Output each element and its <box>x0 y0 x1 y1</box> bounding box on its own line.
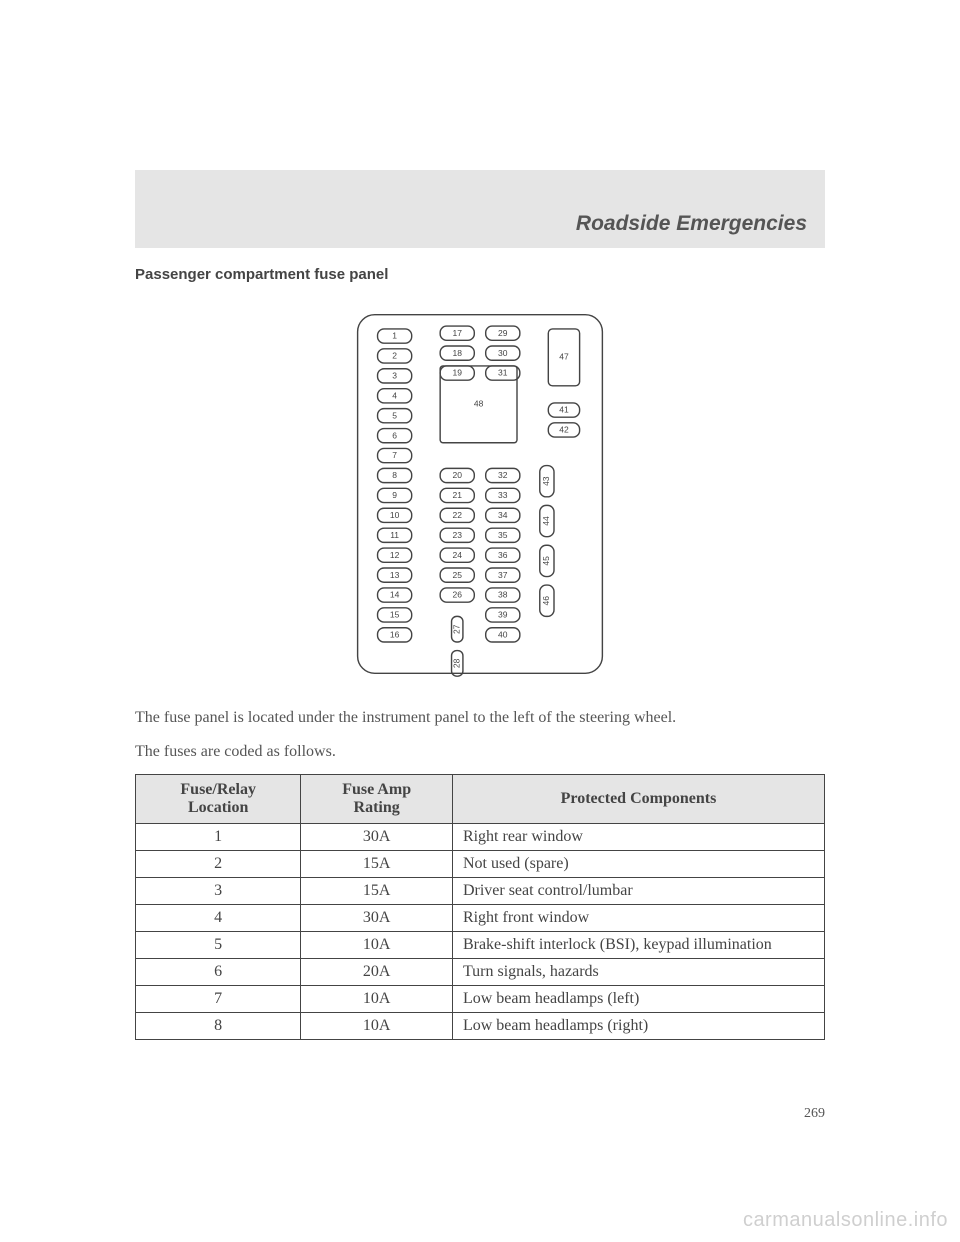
svg-text:39: 39 <box>498 610 508 620</box>
svg-text:26: 26 <box>452 590 462 600</box>
svg-text:25: 25 <box>452 570 462 580</box>
svg-text:44: 44 <box>541 516 551 526</box>
svg-text:38: 38 <box>498 590 508 600</box>
cell-amp: 15A <box>301 851 453 878</box>
cell-amp: 10A <box>301 986 453 1013</box>
svg-text:9: 9 <box>392 490 397 500</box>
svg-text:7: 7 <box>392 450 397 460</box>
table-row: 620ATurn signals, hazards <box>136 959 825 986</box>
svg-text:13: 13 <box>390 570 400 580</box>
svg-text:3: 3 <box>392 371 397 381</box>
section-title: Roadside Emergencies <box>576 212 807 236</box>
svg-text:18: 18 <box>452 348 462 358</box>
cell-amp: 30A <box>301 905 453 932</box>
cell-component: Right front window <box>452 905 824 932</box>
paragraph-location: The fuse panel is located under the inst… <box>135 707 825 729</box>
svg-text:21: 21 <box>452 490 462 500</box>
cell-amp: 30A <box>301 824 453 851</box>
section-header-band: Roadside Emergencies <box>135 170 825 248</box>
svg-text:15: 15 <box>390 610 400 620</box>
table-row: 315ADriver seat control/lumbar <box>136 878 825 905</box>
fuse-table: Fuse/Relay Location Fuse Amp Rating Prot… <box>135 774 825 1040</box>
cell-location: 1 <box>136 824 301 851</box>
svg-text:48: 48 <box>474 399 484 409</box>
svg-text:40: 40 <box>498 630 508 640</box>
subheading: Passenger compartment fuse panel <box>135 266 825 283</box>
svg-text:30: 30 <box>498 348 508 358</box>
svg-text:37: 37 <box>498 570 508 580</box>
svg-text:27: 27 <box>451 624 461 634</box>
page-number: 269 <box>804 1106 825 1122</box>
svg-text:46: 46 <box>541 596 551 606</box>
cell-component: Turn signals, hazards <box>452 959 824 986</box>
svg-text:47: 47 <box>559 352 569 362</box>
cell-location: 6 <box>136 959 301 986</box>
fuse-table-body: 130ARight rear window215ANot used (spare… <box>136 824 825 1040</box>
cell-location: 3 <box>136 878 301 905</box>
svg-text:6: 6 <box>392 430 397 440</box>
cell-location: 5 <box>136 932 301 959</box>
cell-location: 7 <box>136 986 301 1013</box>
cell-location: 4 <box>136 905 301 932</box>
fuse-panel-diagram: 1234567891011121314151617181929303148474… <box>135 309 825 679</box>
svg-text:16: 16 <box>390 630 400 640</box>
cell-amp: 10A <box>301 932 453 959</box>
svg-text:14: 14 <box>390 590 400 600</box>
svg-text:35: 35 <box>498 530 508 540</box>
cell-location: 2 <box>136 851 301 878</box>
paragraph-coding: The fuses are coded as follows. <box>135 741 825 763</box>
cell-amp: 10A <box>301 1013 453 1040</box>
svg-text:31: 31 <box>498 368 508 378</box>
svg-text:34: 34 <box>498 510 508 520</box>
svg-text:19: 19 <box>452 368 462 378</box>
watermark: carmanualsonline.info <box>743 1209 948 1232</box>
table-row: 130ARight rear window <box>136 824 825 851</box>
table-row: 510ABrake-shift interlock (BSI), keypad … <box>136 932 825 959</box>
cell-location: 8 <box>136 1013 301 1040</box>
fuse-table-head: Fuse/Relay Location Fuse Amp Rating Prot… <box>136 775 825 824</box>
svg-text:28: 28 <box>451 658 461 668</box>
svg-text:23: 23 <box>452 530 462 540</box>
svg-text:4: 4 <box>392 390 397 400</box>
svg-text:32: 32 <box>498 470 508 480</box>
svg-text:43: 43 <box>541 476 551 486</box>
svg-text:1: 1 <box>392 331 397 341</box>
svg-text:33: 33 <box>498 490 508 500</box>
table-row: 810ALow beam headlamps (right) <box>136 1013 825 1040</box>
table-row: 430ARight front window <box>136 905 825 932</box>
cell-component: Low beam headlamps (right) <box>452 1013 824 1040</box>
svg-text:10: 10 <box>390 510 400 520</box>
cell-component: Low beam headlamps (left) <box>452 986 824 1013</box>
svg-text:11: 11 <box>390 530 399 540</box>
cell-amp: 20A <box>301 959 453 986</box>
svg-text:5: 5 <box>392 410 397 420</box>
fuse-panel-svg: 1234567891011121314151617181929303148474… <box>350 309 610 679</box>
svg-text:2: 2 <box>392 351 397 361</box>
cell-component: Not used (spare) <box>452 851 824 878</box>
svg-text:8: 8 <box>392 470 397 480</box>
svg-text:41: 41 <box>559 405 569 415</box>
cell-component: Brake-shift interlock (BSI), keypad illu… <box>452 932 824 959</box>
cell-amp: 15A <box>301 878 453 905</box>
svg-text:12: 12 <box>390 550 400 560</box>
svg-text:20: 20 <box>452 470 462 480</box>
svg-text:17: 17 <box>452 328 462 338</box>
svg-text:22: 22 <box>452 510 462 520</box>
svg-text:36: 36 <box>498 550 508 560</box>
cell-component: Driver seat control/lumbar <box>452 878 824 905</box>
svg-text:42: 42 <box>559 425 569 435</box>
table-row: 215ANot used (spare) <box>136 851 825 878</box>
table-row: 710ALow beam headlamps (left) <box>136 986 825 1013</box>
svg-text:29: 29 <box>498 328 508 338</box>
col-header-location: Fuse/Relay Location <box>136 775 301 824</box>
svg-text:24: 24 <box>452 550 462 560</box>
cell-component: Right rear window <box>452 824 824 851</box>
svg-text:45: 45 <box>541 556 551 566</box>
col-header-components: Protected Components <box>452 775 824 824</box>
col-header-amp: Fuse Amp Rating <box>301 775 453 824</box>
manual-page: Roadside Emergencies Passenger compartme… <box>0 0 960 1242</box>
